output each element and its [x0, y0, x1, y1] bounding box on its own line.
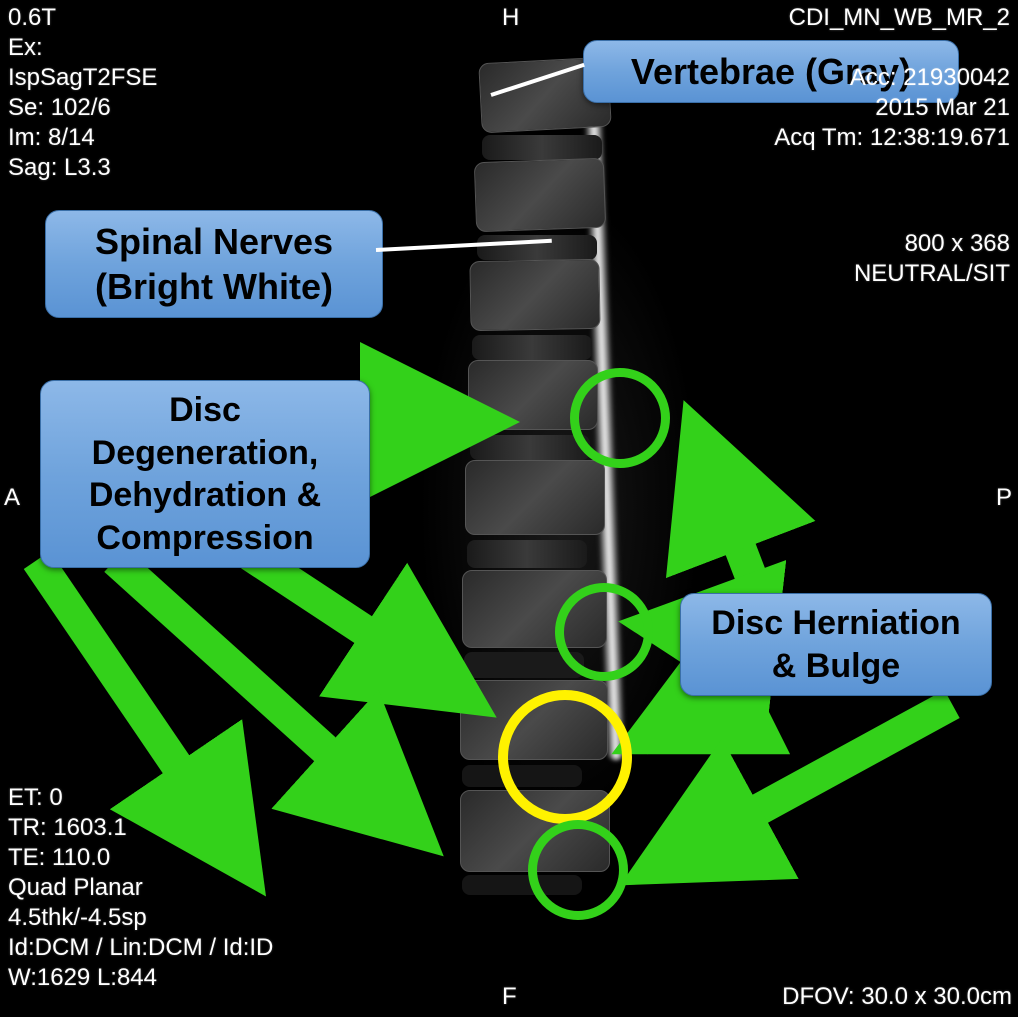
- label-disc-degeneration: Disc Degeneration, Dehydration & Compres…: [40, 380, 370, 568]
- scan-meta-line: Acc: 21930042: [850, 64, 1010, 92]
- scan-meta-line: NEUTRAL/SIT: [854, 260, 1010, 288]
- scan-meta-line: TR: 1603.1: [8, 814, 127, 842]
- highlight-circle: [555, 583, 653, 681]
- scan-meta-line: 2015 Mar 21: [875, 94, 1010, 122]
- highlight-circle: [570, 368, 670, 468]
- scan-meta-line: Sag: L3.3: [8, 154, 111, 182]
- scan-meta-line: CDI_MN_WB_MR_2: [789, 4, 1010, 32]
- scan-meta-line: Im: 8/14: [8, 124, 95, 152]
- scan-meta-line: Ex:: [8, 34, 43, 62]
- scan-meta-line: 4.5thk/-4.5sp: [8, 904, 147, 932]
- highlight-circle: [498, 690, 632, 824]
- annotation-arrow: [640, 700, 720, 740]
- annotation-arrow: [695, 430, 760, 600]
- label-disc-herniation: Disc Herniation & Bulge: [680, 593, 992, 696]
- scan-meta-line: Id:DCM / Lin:DCM / Id:ID: [8, 934, 273, 962]
- scan-meta-line: 0.6T: [8, 4, 56, 32]
- annotation-arrow: [250, 555, 470, 700]
- label-spinal-nerves: Spinal Nerves (Bright White): [45, 210, 383, 318]
- annotation-arrow: [115, 560, 420, 835]
- scan-meta-line: 800 x 368: [905, 230, 1010, 258]
- scan-meta-line: ET: 0: [8, 784, 63, 812]
- highlight-circle: [528, 820, 628, 920]
- scan-meta-line: Quad Planar: [8, 874, 143, 902]
- scan-meta-line: W:1629 L:844: [8, 964, 157, 992]
- scan-meta-line: TE: 110.0: [8, 844, 110, 872]
- scan-meta-line: Se: 102/6: [8, 94, 111, 122]
- scan-meta-line: IspSagT2FSE: [8, 64, 157, 92]
- scan-meta-line: Acq Tm: 12:38:19.671: [774, 124, 1010, 152]
